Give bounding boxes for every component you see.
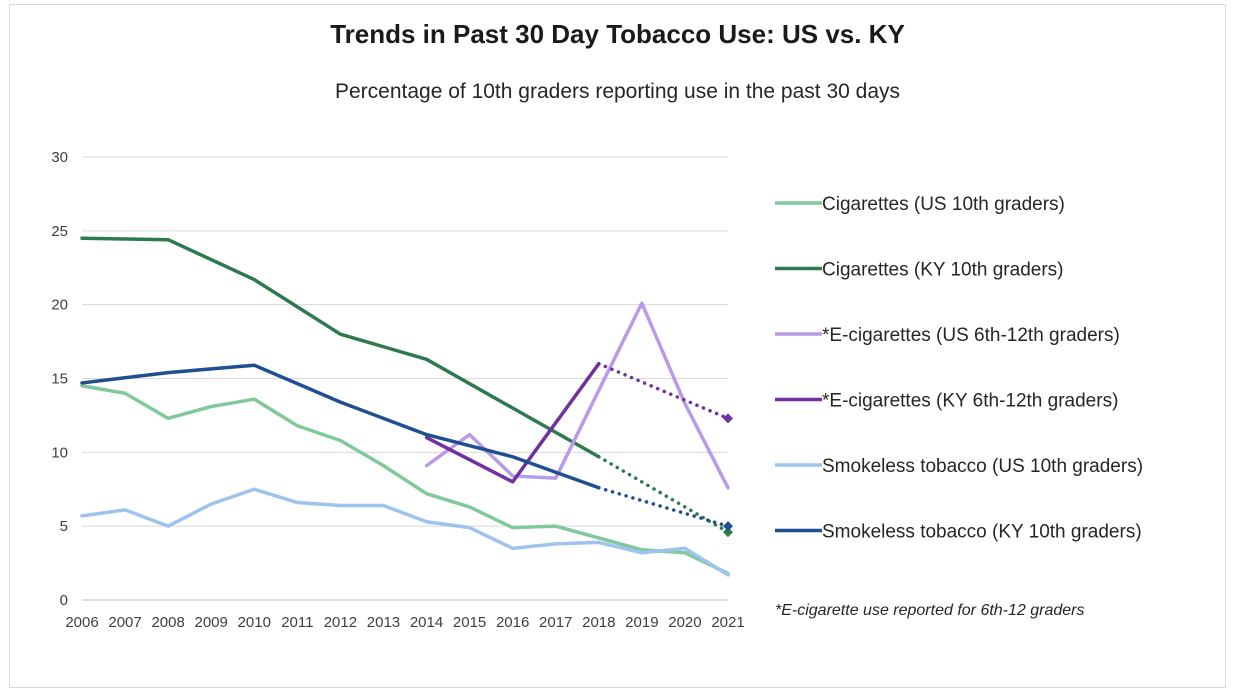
y-tick-label: 10: [51, 444, 68, 461]
x-tick-label: 2010: [238, 614, 271, 631]
x-tick-label: 2015: [453, 614, 486, 631]
x-tick-label: 2021: [711, 614, 744, 631]
chart-title: Trends in Past 30 Day Tobacco Use: US vs…: [330, 19, 905, 49]
x-tick-label: 2006: [65, 614, 98, 631]
projection-line: [597, 361, 730, 421]
legend-label: *E-cigarettes (KY 6th-12th graders): [822, 391, 1118, 412]
legend-label: Smokeless tobacco (KY 10th graders): [822, 522, 1142, 543]
x-tick-label: 2020: [668, 614, 701, 631]
y-tick-label: 15: [51, 371, 68, 388]
projection-marker: [723, 521, 733, 532]
x-tick-label: 2007: [108, 614, 141, 631]
legend: Cigarettes (US 10th graders) Cigarettes (…: [775, 194, 1143, 543]
series-line: [80, 487, 730, 577]
chart-subtitle: Percentage of 10th graders reporting use…: [334, 80, 901, 103]
x-tick-label: 2018: [582, 614, 615, 631]
projection-line: [597, 486, 730, 528]
x-tick-label: 2009: [195, 614, 228, 631]
x-axis: 2006 2007 2008 2009 2010 2011 2012 2013 2014 2015…: [65, 599, 745, 631]
x-tick-label: 2014: [410, 614, 443, 631]
series-line: [80, 363, 601, 490]
x-tick-label: 2017: [539, 614, 572, 631]
y-tick-label: 5: [60, 518, 68, 535]
series-line: [80, 236, 601, 459]
series-lines: [80, 236, 733, 577]
x-tick-label: 2016: [496, 614, 529, 631]
legend-label: Cigarettes (KY 10th graders): [822, 260, 1064, 281]
y-axis: 0 5 10 15 20 25 30: [51, 149, 68, 609]
x-tick-label: 2011: [281, 614, 313, 631]
y-tick-label: 25: [51, 223, 68, 240]
series-line: [424, 301, 730, 490]
series-line: [424, 361, 601, 484]
x-tick-label: 2012: [324, 614, 357, 631]
y-tick-label: 0: [60, 592, 68, 609]
x-tick-label: 2008: [151, 614, 184, 631]
legend-label: Cigarettes (US 10th graders): [822, 194, 1065, 215]
footnote: *E-cigarette use reported for 6th-12 gra…: [775, 602, 1085, 619]
projection-marker: [723, 527, 733, 538]
x-tick-label: 2013: [367, 614, 400, 631]
series-line: [80, 384, 730, 576]
y-tick-label: 20: [51, 297, 68, 314]
legend-label: Smokeless tobacco (US 10th graders): [822, 456, 1143, 477]
legend-label: *E-cigarettes (US 6th-12th graders): [822, 325, 1120, 346]
projection-marker: [723, 413, 733, 424]
y-tick-label: 30: [51, 149, 68, 166]
chart-frame: [9, 4, 1226, 688]
x-tick-label: 2019: [625, 614, 658, 631]
